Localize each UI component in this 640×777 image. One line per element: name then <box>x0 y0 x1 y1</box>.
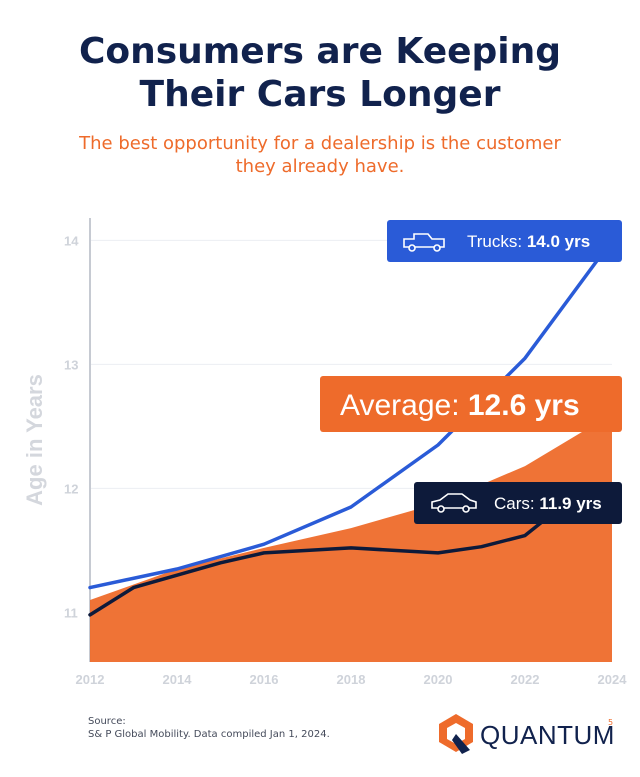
car-icon <box>431 493 477 509</box>
average-callout-value: 12.6 yrs <box>468 389 580 422</box>
average-callout-label: Average: <box>340 389 468 422</box>
brand-logo: QUANTUM 5 <box>436 712 626 756</box>
x-tick-label-2016: 2016 <box>250 672 279 687</box>
y-axis-label: Age in Years <box>22 374 47 506</box>
y-tick-label-14: 14 <box>64 233 79 248</box>
source-note: Source: S& P Global Mobility. Data compi… <box>88 716 330 741</box>
x-tick-label-2012: 2012 <box>76 672 105 687</box>
truck-icon <box>403 233 445 248</box>
y-tick-label-11: 11 <box>64 605 78 620</box>
page-title: Consumers are Keeping Their Cars Longer <box>0 30 640 116</box>
trucks-line <box>88 238 614 590</box>
car-icon-wheel-front <box>437 505 445 513</box>
x-tick-label-2022: 2022 <box>511 672 540 687</box>
title-line-1: Consumers are Keeping <box>78 31 562 72</box>
title-line-2: Their Cars Longer <box>139 74 501 116</box>
average-callout-box <box>320 376 622 432</box>
quantum-logo-icon <box>439 714 473 754</box>
cars-callout-box <box>414 482 622 524</box>
subtitle-line-1: The best opportunity for a dealership is… <box>79 133 561 154</box>
average-callout-text: Average: 12.6 yrs <box>340 389 580 422</box>
x-tick-label-2014: 2014 <box>163 672 193 687</box>
x-tick-label-2020: 2020 <box>424 672 453 687</box>
trucks-callout-text: Trucks: 14.0 yrs <box>467 232 590 251</box>
cars-callout-label: Cars: <box>494 494 539 513</box>
page-subtitle: The best opportunity for a dealership is… <box>40 132 600 179</box>
source-label: Source: <box>88 716 126 727</box>
truck-icon-wheel-front <box>408 244 416 252</box>
source-text: S& P Global Mobility. Data compiled Jan … <box>88 728 330 740</box>
car-icon-wheel-rear <box>462 505 470 513</box>
y-tick-label-12: 12 <box>64 481 78 496</box>
cars-callout-text: Cars: 11.9 yrs <box>494 494 602 513</box>
truck-icon-wheel-rear <box>433 244 441 252</box>
trucks-callout-label: Trucks: <box>467 232 527 251</box>
average-area <box>90 414 612 662</box>
subtitle-line-2: they already have. <box>235 156 405 178</box>
x-tick-label-2018: 2018 <box>337 672 366 687</box>
trucks-callout-value: 14.0 yrs <box>527 232 590 251</box>
x-tick-label-2024: 2024 <box>598 672 628 687</box>
y-tick-label-13: 13 <box>64 357 78 372</box>
trucks-callout-box <box>387 220 622 262</box>
brand-name: QUANTUM <box>480 720 615 750</box>
cars-callout-value: 11.9 yrs <box>539 494 601 513</box>
brand-superscript: 5 <box>608 718 614 727</box>
